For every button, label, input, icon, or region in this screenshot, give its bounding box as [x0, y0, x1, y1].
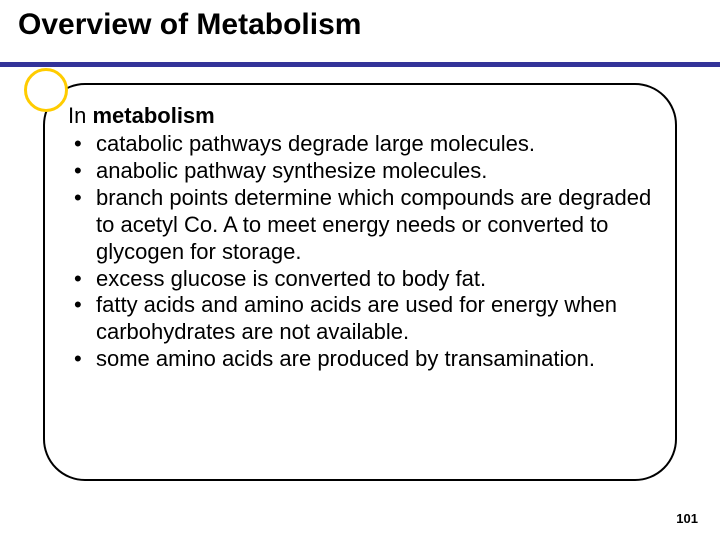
list-item: some amino acids are produced by transam… — [68, 346, 658, 373]
content-body: In metabolism catabolic pathways degrade… — [68, 103, 658, 373]
list-item: catabolic pathways degrade large molecul… — [68, 131, 658, 158]
intro-line: In metabolism — [68, 103, 658, 129]
intro-bold: metabolism — [92, 103, 214, 128]
intro-prefix: In — [68, 103, 92, 128]
slide: Overview of Metabolism In metabolism cat… — [0, 0, 720, 540]
title-box: Overview of Metabolism — [18, 8, 361, 42]
accent-circle-icon — [24, 68, 68, 112]
page-number: 101 — [676, 511, 698, 526]
slide-title: Overview of Metabolism — [18, 8, 361, 42]
list-item: branch points determine which compounds … — [68, 185, 658, 265]
list-item: anabolic pathway synthesize molecules. — [68, 158, 658, 185]
bullet-list: catabolic pathways degrade large molecul… — [68, 131, 658, 372]
title-underline — [0, 62, 720, 67]
list-item: fatty acids and amino acids are used for… — [68, 292, 658, 346]
list-item: excess glucose is converted to body fat. — [68, 266, 658, 293]
